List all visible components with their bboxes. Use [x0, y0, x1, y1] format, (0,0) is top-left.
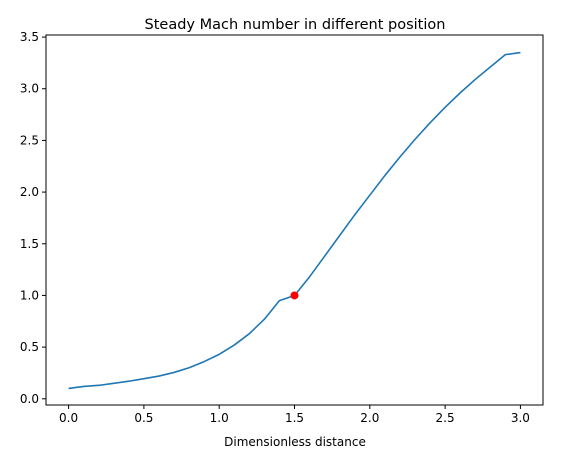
y-tick-label: 2.0: [20, 185, 39, 199]
x-tick-label: 0.5: [134, 411, 153, 425]
y-tick-label: 2.5: [20, 133, 39, 147]
y-tick-label: 3.0: [20, 82, 39, 96]
x-tick-label: 3.0: [511, 411, 530, 425]
x-tick-label: 1.5: [285, 411, 304, 425]
y-tick-label: 1.0: [20, 288, 39, 302]
marker-layer: [290, 291, 299, 300]
x-axis-ticks: 0.0 0.5 1.0 1.5 2.0 2.5 3.0: [59, 405, 530, 425]
y-tick-label: 0.0: [20, 392, 39, 406]
y-tick-label: 0.5: [20, 340, 39, 354]
y-tick-label: 1.5: [20, 237, 39, 251]
x-tick-label: 2.5: [436, 411, 455, 425]
y-tick-label: 3.5: [20, 30, 39, 44]
x-tick-label: 0.0: [59, 411, 78, 425]
x-axis-label: Dimensionless distance: [224, 435, 366, 449]
x-tick-label: 1.0: [210, 411, 229, 425]
x-tick-label: 2.0: [360, 411, 379, 425]
chart-title: Steady Mach number in different position: [145, 17, 446, 33]
y-axis-ticks: 0.0 0.5 1.0 1.5 2.0 2.5 3.0 3.5: [20, 30, 46, 406]
sonic-point-marker: [290, 291, 299, 300]
